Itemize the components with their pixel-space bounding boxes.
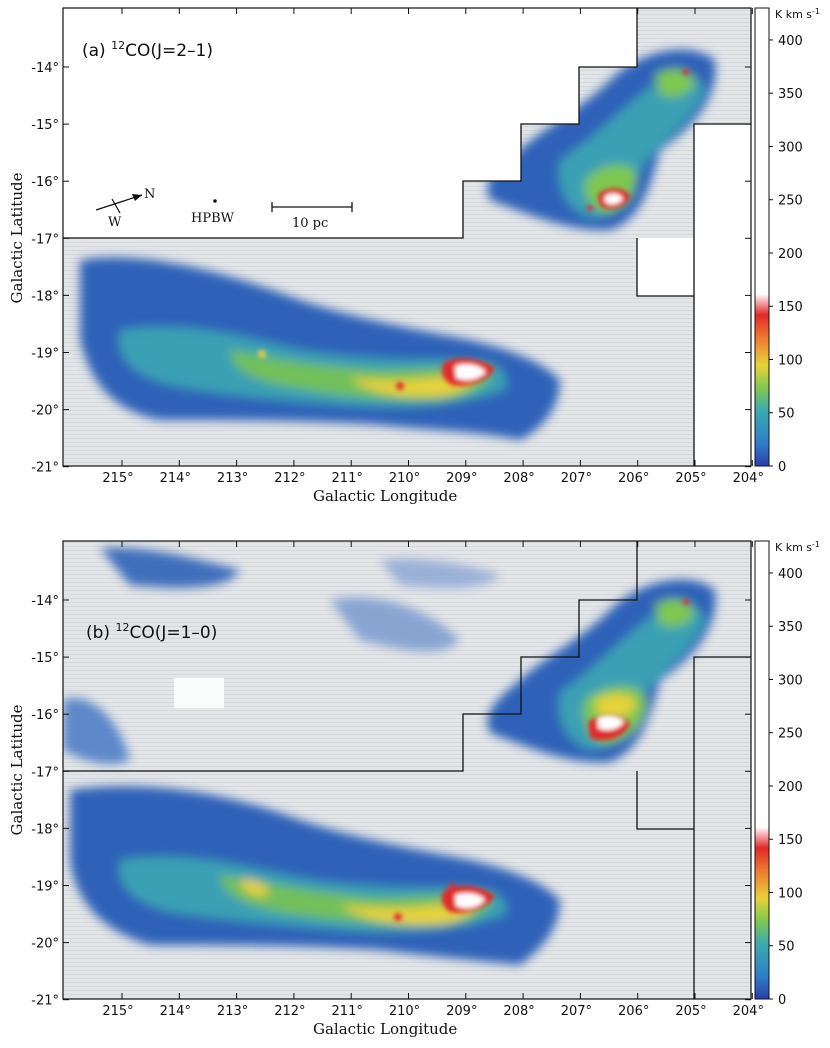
panel-a-x-tick-label: 212° xyxy=(274,471,305,486)
panel-a-colorbar-tick-label: 300 xyxy=(778,140,803,155)
panel-a-colorbar-tick-label: 50 xyxy=(778,407,795,422)
panel-b-y-tick-label: -19° xyxy=(31,880,59,895)
panel-b-x-tick-label: 206° xyxy=(618,1004,649,1019)
panel-b-x-tick-label: 207° xyxy=(561,1004,592,1019)
panel-a-x-tick-label: 205° xyxy=(675,471,706,486)
beam-label: HPBW xyxy=(191,211,235,226)
panel-a-frame xyxy=(62,7,752,467)
panel-a-colorbar-tick-label: 250 xyxy=(778,194,803,209)
panel-b-x-tick-label: 214° xyxy=(160,1004,191,1019)
panel-a-x-tick-label: 206° xyxy=(618,471,649,486)
panel-a-x-tick-label: 209° xyxy=(446,471,477,486)
panel-b-x-tick-label: 208° xyxy=(503,1004,534,1019)
panel-a-y-tick-label: -14° xyxy=(31,61,59,76)
panel-b-y-tick-label: -15° xyxy=(31,651,59,666)
panel-b-x-tick-label: 204° xyxy=(733,1004,764,1019)
panel-a-y-tick-label: -21° xyxy=(31,461,59,476)
panel-b-y-tick-label: -17° xyxy=(31,765,59,780)
panel-b-colorbar-tick-label: 250 xyxy=(778,727,803,742)
panel-b-y-tick-label: -18° xyxy=(31,822,59,837)
panel-a-x-tick-label: 211° xyxy=(332,471,363,486)
panel-b-y-tick-label: -21° xyxy=(31,994,59,1009)
panel-b-y-tick-label: -16° xyxy=(31,708,59,723)
panel-a-colorbar-tick-label: 100 xyxy=(778,353,803,368)
panel-a-colorbar-tick-label: 0 xyxy=(778,460,786,475)
panel-a-axes: 215° 214° 213° 212° 211° 210° 209° 208° 207° 206°… xyxy=(31,8,764,486)
panel-b-colorbar-tick-label: 300 xyxy=(778,673,803,688)
panel-b-colorbar-tick-label: 400 xyxy=(778,567,803,582)
panel-a-y-tick-label: -15° xyxy=(31,118,59,133)
panel-b-colorbar-tick-label: 50 xyxy=(778,940,795,955)
panel-b-x-tick-label: 211° xyxy=(332,1004,363,1019)
panel-b-colorbar-unit: K km s-1 xyxy=(775,540,820,554)
panel-b-xlabel: Galactic Longitude xyxy=(313,1020,457,1038)
panel-a-x-tick-label: 215° xyxy=(102,471,133,486)
panel-a-x-tick-label: 210° xyxy=(389,471,420,486)
compass-w-label: W xyxy=(108,215,122,230)
panel-a-colorbar-tick-label: 400 xyxy=(778,34,803,49)
panel-b-colorbar-tick-label: 350 xyxy=(778,620,803,635)
panel-b-frame xyxy=(62,540,752,1000)
panel-a: (a) 12CO(J=2–1) N W HPBW 10 pc 215° 214° 2… xyxy=(8,7,820,505)
panel-a-map xyxy=(63,8,751,466)
panel-b-colorbar-tick-label: 200 xyxy=(778,780,803,795)
panel-b-x-tick-label: 205° xyxy=(675,1004,706,1019)
panel-a-x-tick-label: 214° xyxy=(160,471,191,486)
panel-b-colorbar-tick-label: 100 xyxy=(778,886,803,901)
panel-b-colorbar: K km s-1 400 350 300 250 200 150 100 50 0 xyxy=(754,540,820,1008)
panel-b-ylabel: Galactic Latitude xyxy=(8,704,26,835)
panel-b-x-tick-label: 213° xyxy=(217,1004,248,1019)
panel-b: (b) 12CO(J=1–0) 215° 214° 213° 212° 211° 210°… xyxy=(8,540,820,1038)
panel-b-colorbar-tick-label: 150 xyxy=(778,833,803,848)
panel-a-colorbar: K km s-1 400 350 300 250 200 150 100 50 0 xyxy=(754,7,820,475)
scalebar: 10 pc xyxy=(271,202,353,231)
scalebar-label: 10 pc xyxy=(292,216,328,231)
panel-b-x-tick-label: 209° xyxy=(446,1004,477,1019)
panel-a-colorbar-tick-label: 350 xyxy=(778,87,803,102)
panel-b-x-tick-label: 215° xyxy=(102,1004,133,1019)
panel-a-y-tick-label: -17° xyxy=(31,232,59,247)
panel-a-colorbar-unit: K km s-1 xyxy=(775,7,820,21)
panel-a-x-tick-label: 213° xyxy=(217,471,248,486)
panel-b-x-tick-label: 210° xyxy=(389,1004,420,1019)
panel-b-map xyxy=(63,541,751,999)
panel-b-axes: 215° 214° 213° 212° 211° 210° 209° 208° 207° 206°… xyxy=(31,541,764,1019)
panel-a-colorbar-tick-label: 150 xyxy=(778,300,803,315)
panel-a-x-tick-label: 208° xyxy=(503,471,534,486)
panel-a-y-tick-label: -16° xyxy=(31,175,59,190)
panel-a-x-tick-label: 204° xyxy=(733,471,764,486)
panel-b-colorbar-tick-label: 0 xyxy=(778,993,786,1008)
panel-a-y-tick-label: -18° xyxy=(31,289,59,304)
compass-n-label: N xyxy=(144,187,155,202)
panel-a-y-tick-label: -19° xyxy=(31,347,59,362)
panel-a-x-tick-label: 207° xyxy=(561,471,592,486)
panel-b-title: (b) 12CO(J=1–0) xyxy=(86,621,217,643)
panel-a-y-tick-label: -20° xyxy=(31,404,59,419)
panel-a-colorbar-tick-label: 200 xyxy=(778,247,803,262)
panel-a-xlabel: Galactic Longitude xyxy=(313,487,457,505)
panel-b-x-tick-label: 212° xyxy=(274,1004,305,1019)
beam-icon xyxy=(213,199,217,203)
panel-a-ylabel: Galactic Latitude xyxy=(8,172,26,303)
panel-a-title: (a) 12CO(J=2–1) xyxy=(82,39,213,61)
panel-b-y-tick-label: -14° xyxy=(31,594,59,609)
panel-b-y-tick-label: -20° xyxy=(31,937,59,952)
compass-icon: N W xyxy=(95,187,155,230)
